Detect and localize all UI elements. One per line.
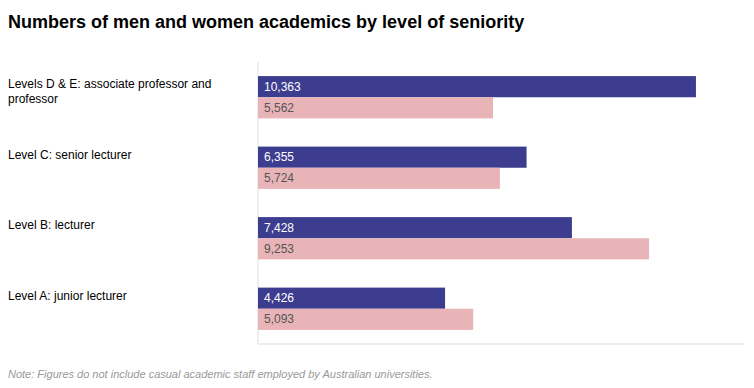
data-label: 5,093: [264, 312, 294, 326]
chart: Numbers of men and women academics by le…: [0, 0, 754, 388]
bar: [258, 238, 649, 259]
bar: [258, 97, 493, 118]
bar: [258, 288, 445, 309]
bars: [258, 76, 696, 330]
data-label: 4,426: [264, 291, 294, 305]
data-label: 6,355: [264, 150, 294, 164]
data-label: 5,724: [264, 171, 294, 185]
category-label: Level A: junior lecturer: [8, 289, 127, 303]
bar: [258, 168, 500, 189]
bar: [258, 309, 473, 330]
labels: 10,363 5,562 Levels D & E: associate profe…: [8, 77, 301, 326]
note: Note: Figures do not include casual acad…: [8, 368, 433, 380]
x-axis-line: [258, 344, 744, 345]
bar: [258, 76, 696, 97]
data-label: 5,562: [264, 101, 294, 115]
data-label: 7,428: [264, 221, 294, 235]
data-label: 9,253: [264, 242, 294, 256]
category-label: Levels D & E: associate professor andpro…: [8, 77, 211, 106]
category-label: Level C: senior lecturer: [8, 148, 131, 162]
title: Numbers of men and women academics by le…: [8, 12, 524, 32]
category-label: Level B: lecturer: [8, 218, 95, 232]
bar: [258, 147, 527, 168]
bar: [258, 217, 572, 238]
data-label: 10,363: [264, 80, 301, 94]
